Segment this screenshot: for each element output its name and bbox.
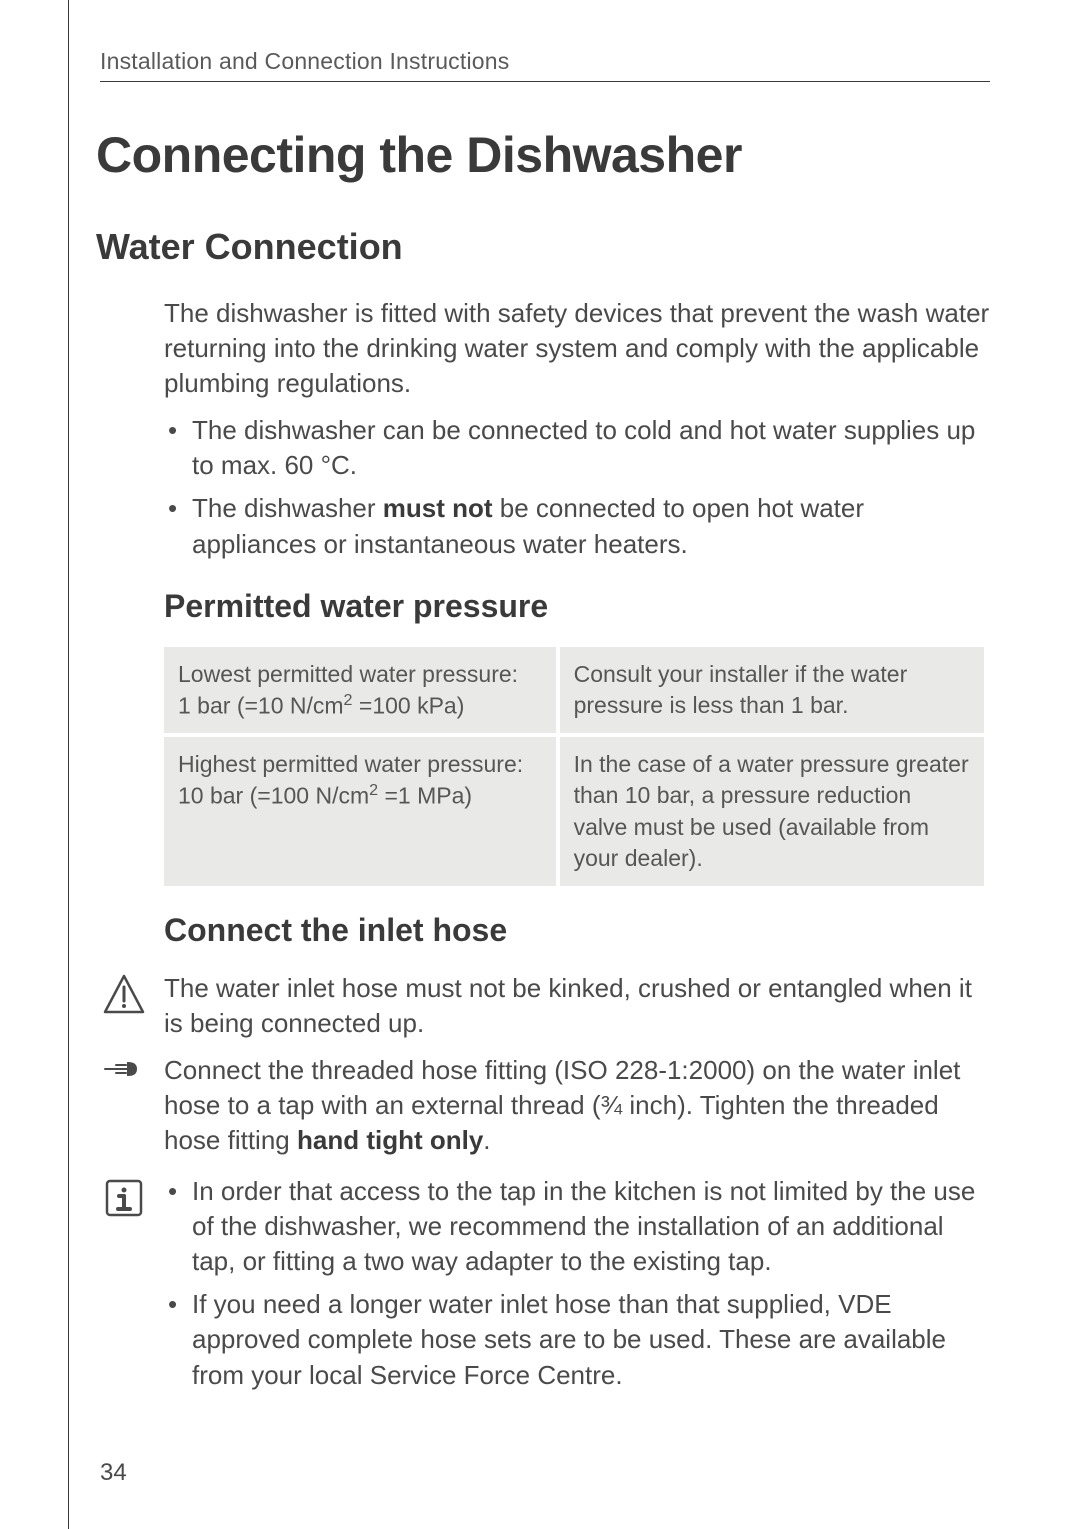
section-heading-water-connection: Water Connection	[96, 226, 990, 268]
connect-text: Connect the threaded hose fitting (ISO 2…	[164, 1053, 990, 1158]
text-fragment: =1 MPa)	[378, 783, 472, 809]
table-cell: Consult your installer if the water pres…	[558, 647, 984, 736]
sub-heading-connect-inlet: Connect the inlet hose	[164, 912, 990, 949]
bold-text: hand tight only	[297, 1125, 483, 1155]
list-item: If you need a longer water inlet hose th…	[164, 1287, 990, 1392]
info-icon	[102, 1176, 146, 1220]
breadcrumb: Installation and Connection Instructions	[100, 48, 509, 75]
pressure-table: Lowest permitted water pressure: 1 bar (…	[164, 647, 984, 886]
text-fragment: The dishwasher	[192, 493, 383, 523]
action-row: Connect the threaded hose fitting (ISO 2…	[68, 1053, 990, 1158]
water-connection-bullets: The dishwasher can be connected to cold …	[164, 413, 990, 561]
table-cell: Lowest permitted water pressure: 1 bar (…	[164, 647, 558, 736]
table-row: Highest permitted water pressure: 10 bar…	[164, 735, 984, 885]
table-cell: Highest permitted water pressure: 10 bar…	[164, 735, 558, 885]
text-fragment: =100 kPa)	[353, 692, 465, 718]
bold-text: must not	[383, 493, 493, 523]
text-fragment: Connect the threaded hose fitting (ISO 2…	[164, 1055, 960, 1155]
page-container: Installation and Connection Instructions…	[0, 0, 1080, 1529]
table-row: Lowest permitted water pressure: 1 bar (…	[164, 647, 984, 736]
text-fragment: 1 bar (=10 N/cm	[178, 692, 344, 718]
superscript: 2	[369, 781, 378, 799]
info-bullets: In order that access to the tap in the k…	[164, 1174, 990, 1393]
list-item: The dishwasher can be connected to cold …	[164, 413, 990, 483]
text-fragment: 10 bar (=100 N/cm	[178, 783, 369, 809]
page-header: Installation and Connection Instructions	[100, 48, 990, 82]
info-row: In order that access to the tap in the k…	[68, 1174, 990, 1393]
page-title: Connecting the Dishwasher	[96, 126, 990, 184]
intro-paragraph: The dishwasher is fitted with safety dev…	[164, 296, 990, 401]
text-fragment: Lowest permitted water pressure:	[178, 661, 518, 687]
text-fragment: Highest permitted water pressure:	[178, 751, 523, 777]
warning-row: The water inlet hose must not be kinked,…	[68, 971, 990, 1041]
list-item: In order that access to the tap in the k…	[164, 1174, 990, 1279]
hand-icon	[102, 1057, 146, 1101]
table-cell: In the case of a water pressure greater …	[558, 735, 984, 885]
warning-icon	[102, 973, 146, 1017]
sub-heading-permitted-pressure: Permitted water pressure	[164, 588, 990, 625]
page-number: 34	[100, 1459, 127, 1487]
list-item: The dishwasher must not be connected to …	[164, 491, 990, 561]
warning-text: The water inlet hose must not be kinked,…	[164, 971, 990, 1041]
superscript: 2	[344, 691, 353, 709]
text-fragment: .	[483, 1125, 490, 1155]
